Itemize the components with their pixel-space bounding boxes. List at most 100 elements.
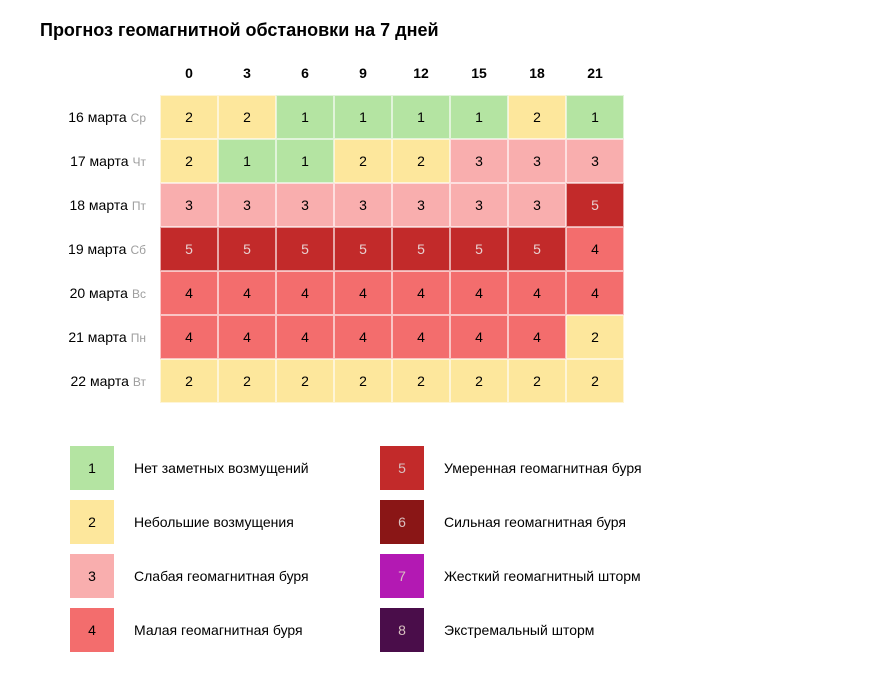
row-label: 22 марта Вт <box>40 373 160 389</box>
heatmap-cell: 1 <box>334 95 392 139</box>
heatmap-cell: 4 <box>218 271 276 315</box>
row-date: 20 марта <box>70 285 128 301</box>
heatmap-cell: 3 <box>508 139 566 183</box>
heatmap-cell: 5 <box>218 227 276 271</box>
col-header: 3 <box>218 58 276 88</box>
heatmap-cell: 4 <box>334 271 392 315</box>
heatmap-cell: 2 <box>392 139 450 183</box>
row-date: 22 марта <box>70 373 128 389</box>
heatmap-cell: 1 <box>276 139 334 183</box>
heatmap-cell: 4 <box>218 315 276 359</box>
heatmap-cell: 3 <box>508 183 566 227</box>
heatmap-cell: 2 <box>276 359 334 403</box>
row-label: 16 мартаСр <box>40 109 160 125</box>
heatmap-cell: 3 <box>218 183 276 227</box>
heatmap-cell: 2 <box>334 139 392 183</box>
legend-swatch: 6 <box>380 500 424 544</box>
heatmap-cell: 3 <box>276 183 334 227</box>
row-date: 19 марта <box>68 241 126 257</box>
col-header: 18 <box>508 58 566 88</box>
page-title: Прогноз геомагнитной обстановки на 7 дне… <box>40 20 832 41</box>
row-date: 21 марта <box>68 329 126 345</box>
heatmap-cell: 2 <box>160 359 218 403</box>
heatmap-cell: 3 <box>392 183 450 227</box>
heatmap-cell: 1 <box>392 95 450 139</box>
heatmap-cell: 5 <box>160 227 218 271</box>
heatmap-cell: 4 <box>392 271 450 315</box>
row-date: 17 марта <box>70 153 128 169</box>
heatmap-cell: 5 <box>334 227 392 271</box>
heatmap-cell: 4 <box>450 271 508 315</box>
col-header: 15 <box>450 58 508 88</box>
heatmap-cell: 2 <box>160 95 218 139</box>
heatmap-cell: 5 <box>508 227 566 271</box>
heatmap-cell: 2 <box>218 95 276 139</box>
legend-label: Умеренная геомагнитная буря <box>430 460 730 476</box>
legend-label: Жесткий геомагнитный шторм <box>430 568 730 584</box>
row-dayofweek: Сб <box>130 243 146 257</box>
heatmap-cell: 2 <box>566 359 624 403</box>
heatmap-cell: 4 <box>160 271 218 315</box>
row-date: 18 марта <box>69 197 127 213</box>
row-dayofweek: Вс <box>132 287 146 301</box>
heatmap-cell: 4 <box>450 315 508 359</box>
heatmap-cell: 2 <box>450 359 508 403</box>
heatmap-cell: 3 <box>450 183 508 227</box>
heatmap-cell: 2 <box>218 359 276 403</box>
row-dayofweek: Чт <box>133 155 147 169</box>
col-header: 0 <box>160 58 218 88</box>
row-dayofweek: Пт <box>132 199 146 213</box>
legend-swatch: 7 <box>380 554 424 598</box>
heatmap-cell: 4 <box>392 315 450 359</box>
col-header-blank <box>40 58 160 88</box>
heatmap-cell: 1 <box>218 139 276 183</box>
row-label: 21 марта Пн <box>40 329 160 345</box>
row-date: 16 марта <box>68 109 126 125</box>
legend-swatch: 8 <box>380 608 424 652</box>
heatmap-cell: 2 <box>392 359 450 403</box>
heatmap-cell: 4 <box>566 227 624 271</box>
heatmap-cell: 4 <box>276 315 334 359</box>
col-header: 12 <box>392 58 450 88</box>
heatmap-cell: 5 <box>276 227 334 271</box>
heatmap-cell: 4 <box>508 315 566 359</box>
col-header: 21 <box>566 58 624 88</box>
col-header: 6 <box>276 58 334 88</box>
legend-label: Экстремальный шторм <box>430 622 730 638</box>
heatmap-cell: 1 <box>276 95 334 139</box>
legend-swatch: 3 <box>70 554 114 598</box>
legend-swatch: 4 <box>70 608 114 652</box>
legend: 1Нет заметных возмущений5Умеренная геома… <box>70 443 832 655</box>
heatmap-cell: 1 <box>450 95 508 139</box>
heatmap-cell: 2 <box>508 95 566 139</box>
heatmap-cell: 4 <box>334 315 392 359</box>
col-header: 9 <box>334 58 392 88</box>
legend-label: Малая геомагнитная буря <box>120 622 380 638</box>
row-label: 18 марта Пт <box>40 197 160 213</box>
heatmap-cell: 4 <box>508 271 566 315</box>
heatmap-cell: 3 <box>160 183 218 227</box>
legend-label: Небольшие возмущения <box>120 514 380 530</box>
heatmap-cell: 4 <box>160 315 218 359</box>
row-dayofweek: Пн <box>131 331 146 345</box>
heatmap-cell: 2 <box>334 359 392 403</box>
heatmap-cell: 3 <box>334 183 392 227</box>
legend-label: Слабая геомагнитная буря <box>120 568 380 584</box>
row-label: 20 марта Вс <box>40 285 160 301</box>
heatmap-cell: 1 <box>566 95 624 139</box>
legend-swatch: 1 <box>70 446 114 490</box>
legend-label: Нет заметных возмущений <box>120 460 380 476</box>
heatmap-cell: 4 <box>566 271 624 315</box>
forecast-heatmap: 03691215182116 мартаСр2211112117 мартаЧт… <box>40 51 832 403</box>
heatmap-cell: 3 <box>450 139 508 183</box>
heatmap-cell: 2 <box>160 139 218 183</box>
heatmap-cell: 5 <box>566 183 624 227</box>
heatmap-cell: 2 <box>566 315 624 359</box>
heatmap-cell: 5 <box>392 227 450 271</box>
legend-swatch: 2 <box>70 500 114 544</box>
row-dayofweek: Вт <box>133 375 146 389</box>
heatmap-cell: 3 <box>566 139 624 183</box>
row-label: 17 марта Чт <box>40 153 160 169</box>
legend-label: Сильная геомагнитная буря <box>430 514 730 530</box>
heatmap-cell: 4 <box>276 271 334 315</box>
